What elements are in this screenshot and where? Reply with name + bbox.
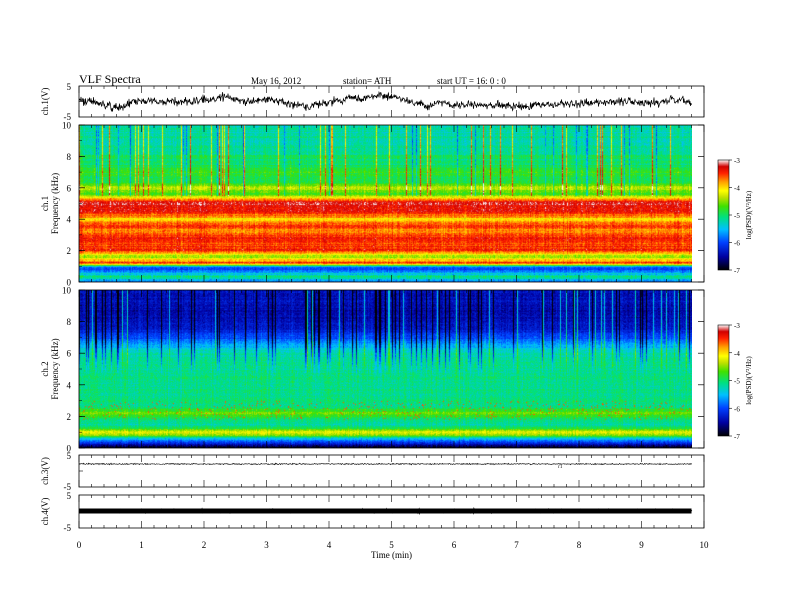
ch2-spectrogram-colorbar-tick--5: -5 <box>734 378 740 386</box>
ch2-spectrogram-colorbar-tick--4: -4 <box>734 350 740 358</box>
station-label: station= ATH <box>343 76 392 86</box>
ch4-waveform-ylabel: ch.4(V) <box>40 498 50 526</box>
ch3-waveform-ytick-top: 5 <box>67 451 72 461</box>
ch2-spectrogram-ytick-8: 8 <box>67 317 72 327</box>
ch1-spectrogram-ytick-0: 0 <box>67 278 72 288</box>
ch2-spectrogram-ytick-6: 6 <box>67 349 72 359</box>
ch3-waveform-ylabel: ch.3(V) <box>40 457 50 485</box>
ch2-spectrogram-colorbar-label: log(PSD)(V²/Hz) <box>745 356 753 405</box>
ch3-waveform-ytick-bottom: -5 <box>64 482 72 492</box>
ch2-spectrogram-ylabel-channel: ch.2 <box>40 361 50 376</box>
x-tick-label-4: 4 <box>327 540 332 550</box>
start-time-label: start UT = 16: 0 : 0 <box>437 76 506 86</box>
ch2-spectrogram-image <box>79 290 692 448</box>
ch4-waveform-ytick-bottom: -5 <box>64 523 72 533</box>
x-tick-label-3: 3 <box>264 540 269 550</box>
ch2-spectrogram-colorbar-tick--7: -7 <box>734 433 740 441</box>
x-tick-label-1: 1 <box>139 540 144 550</box>
x-tick-label-5: 5 <box>389 540 394 550</box>
x-tick-label-9: 9 <box>639 540 644 550</box>
ch2-spectrogram-colorbar-tick--6: -6 <box>734 405 740 413</box>
x-tick-label-0: 0 <box>77 540 82 550</box>
x-tick-label-2: 2 <box>202 540 207 550</box>
figure-title: VLF Spectra <box>79 72 141 86</box>
date-label: May 16, 2012 <box>251 76 302 86</box>
ch1-spectrogram-colorbar-label: log(PSD)(V²/Hz) <box>745 190 753 239</box>
ch1-spectrogram-ytick-6: 6 <box>67 183 72 193</box>
ch1-spectrogram-colorbar-tick--3: -3 <box>734 157 740 165</box>
ch2-spectrogram-ytick-0: 0 <box>67 444 72 454</box>
x-axis-label: Time (min) <box>371 550 412 560</box>
ch1-spectrogram-ylabel-frequency: Frequency (kHz) <box>50 173 60 234</box>
ch1-spectrogram-colorbar-tick--6: -6 <box>734 240 740 248</box>
x-tick-label-10: 10 <box>700 540 710 550</box>
ch1-waveform-ytick-bottom: -5 <box>64 112 72 122</box>
ch1-spectrogram-ytick-8: 8 <box>67 152 72 162</box>
ch1-spectrogram-image <box>79 125 692 282</box>
x-tick-label-7: 7 <box>514 540 519 550</box>
ch3-waveform-trace <box>78 462 692 466</box>
ch1-spectrogram-colorbar-tick--4: -4 <box>734 185 740 193</box>
ch1-spectrogram-colorbar-tick--7: -7 <box>734 267 740 275</box>
ch4-waveform-band <box>79 508 692 514</box>
ch1-waveform-trace <box>78 90 692 113</box>
x-tick-label-6: 6 <box>452 540 457 550</box>
ch1-waveform-ytick-top: 5 <box>67 82 72 92</box>
ch1-spectrogram-ytick-2: 2 <box>67 246 72 256</box>
ch3-trace-marker: r1 <box>558 465 563 470</box>
ch1-waveform-ylabel: ch.1(V) <box>40 88 50 116</box>
ch4-waveform-ytick-top: 5 <box>67 491 72 501</box>
ch2-spectrogram-colorbar-tick--3: -3 <box>734 322 740 330</box>
ch1-spectrogram-colorbar-tick--5: -5 <box>734 212 740 220</box>
ch1-spectrogram-ylabel-channel: ch.1 <box>40 196 50 211</box>
ch1-spectrogram-colorbar <box>717 159 730 271</box>
ch2-spectrogram-ytick-2: 2 <box>67 412 72 422</box>
ch2-spectrogram-colorbar <box>717 324 730 437</box>
x-tick-label-8: 8 <box>577 540 582 550</box>
ch2-spectrogram-ytick-4: 4 <box>67 380 72 390</box>
ch1-spectrogram-ytick-4: 4 <box>67 215 72 225</box>
ch2-spectrogram-ytick-10: 10 <box>62 286 72 296</box>
ch2-spectrogram-ylabel-frequency: Frequency (kHz) <box>50 338 60 399</box>
ch1-spectrogram-ytick-10: 10 <box>62 121 72 131</box>
